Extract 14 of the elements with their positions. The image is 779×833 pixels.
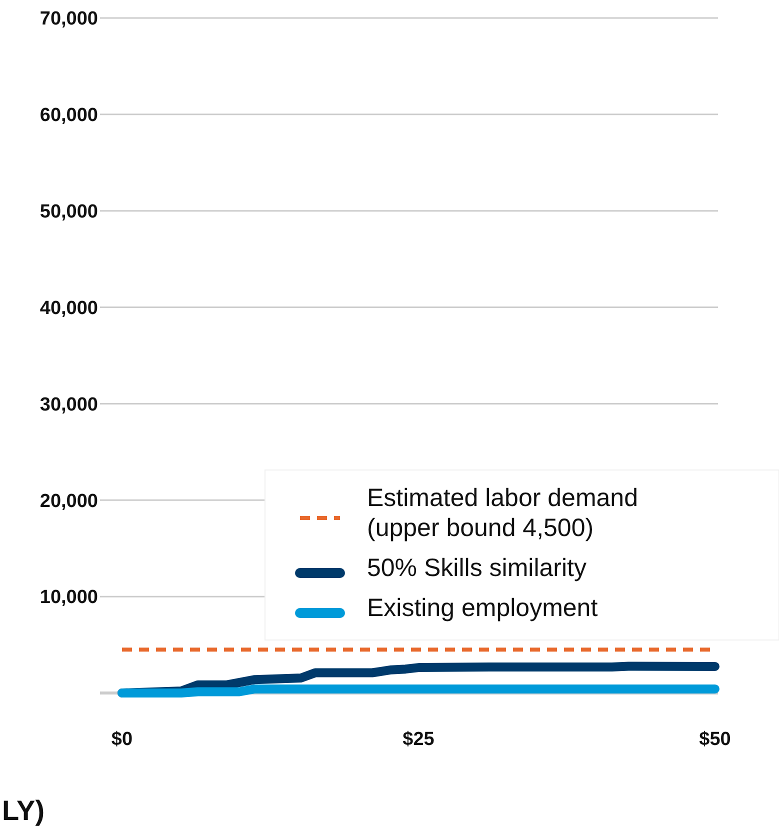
y-tick-label: 60,000 xyxy=(40,105,98,126)
legend-label: Estimated labor demand (upper bound 4,500) xyxy=(367,484,638,542)
y-tick-label: 30,000 xyxy=(40,394,98,416)
y-tick-label: 70,000 xyxy=(40,8,98,30)
y-tick-label: 40,000 xyxy=(40,298,98,319)
legend-label: 50% Skills similarity xyxy=(367,554,587,582)
y-tick-label: 10,000 xyxy=(40,587,98,608)
legend-label: Existing employment xyxy=(367,594,598,622)
y-tick-label: 50,000 xyxy=(40,202,98,223)
x-tick-label: $25 xyxy=(402,729,435,750)
y-tick-label: 20,000 xyxy=(40,490,98,512)
x-tick-label: $0 xyxy=(111,729,133,750)
x-axis-title: LY) xyxy=(2,795,45,826)
x-tick-label: $50 xyxy=(699,729,731,750)
